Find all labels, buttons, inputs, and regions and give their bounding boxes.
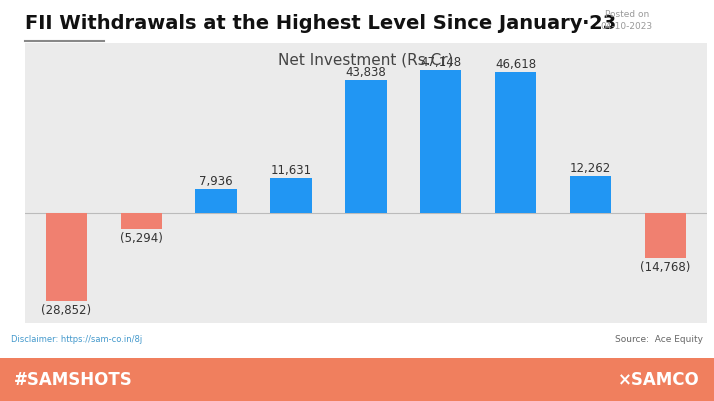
Text: Net Investment (Rs.Cr): Net Investment (Rs.Cr) <box>278 53 453 67</box>
Text: (14,768): (14,768) <box>640 260 691 273</box>
Text: Posted on: Posted on <box>605 10 649 19</box>
Text: 46,618: 46,618 <box>496 58 536 71</box>
Text: 12,262: 12,262 <box>570 162 611 175</box>
Text: FII Withdrawals at the Highest Level Since January‧23: FII Withdrawals at the Highest Level Sin… <box>25 14 616 33</box>
Text: 43,838: 43,838 <box>346 66 386 79</box>
Text: 47,148: 47,148 <box>421 56 461 69</box>
Text: ×SAMCO: ×SAMCO <box>618 371 700 388</box>
Text: 7,936: 7,936 <box>199 175 233 188</box>
Text: Source:  Ace Equity: Source: Ace Equity <box>615 334 703 344</box>
Bar <box>121 214 162 230</box>
Text: 11,631: 11,631 <box>271 164 311 177</box>
Text: (5,294): (5,294) <box>120 232 163 245</box>
Text: Disclaimer: https://sam-co.in/8j: Disclaimer: https://sam-co.in/8j <box>11 334 142 344</box>
Bar <box>570 176 611 214</box>
Bar <box>196 190 236 214</box>
Text: #SAMSHOTS: #SAMSHOTS <box>14 371 133 388</box>
Bar <box>421 71 461 214</box>
Bar <box>346 81 386 214</box>
Bar <box>46 214 87 301</box>
Text: 04-10-2023: 04-10-2023 <box>600 22 653 31</box>
Bar <box>496 73 536 214</box>
Bar <box>271 178 311 214</box>
Bar <box>645 214 686 259</box>
Text: (28,852): (28,852) <box>41 303 91 316</box>
